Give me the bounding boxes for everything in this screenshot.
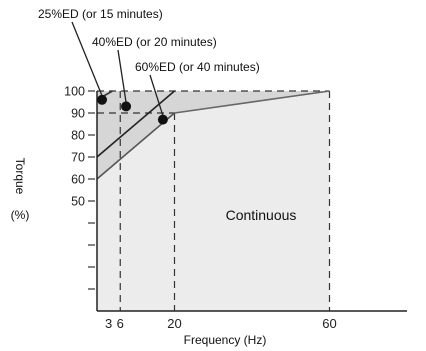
annotation-leader-0 bbox=[71, 21, 103, 97]
annotation-label-2: 60%ED (or 40 minutes) bbox=[135, 60, 260, 74]
x-tick-label-0: 3 bbox=[105, 316, 112, 331]
chart-regions bbox=[97, 91, 330, 311]
annotation-label-0: 25%ED (or 15 minutes) bbox=[38, 7, 163, 21]
chart-axes: 100 90 80 70 60 50 3 6 20 60 bbox=[64, 85, 407, 331]
series-line-1 bbox=[96, 90, 176, 158]
chart-annotations: 25%ED (or 15 minutes) 40%ED (or 20 minute… bbox=[38, 7, 260, 116]
y-tick-label-0: 100 bbox=[64, 85, 85, 99]
x-axis-label: Frequency (Hz) bbox=[184, 333, 267, 347]
chart-markers bbox=[97, 94, 168, 125]
y-axis-label: Torque bbox=[13, 158, 27, 195]
data-point-marker-2 bbox=[157, 114, 168, 125]
data-point-marker-1 bbox=[121, 101, 132, 112]
data-point-marker-0 bbox=[97, 94, 108, 105]
x-tick-label-3: 60 bbox=[322, 316, 336, 331]
y-tick-label-4: 60 bbox=[71, 173, 85, 187]
y-tick-label-3: 70 bbox=[71, 151, 85, 165]
y-axis-unit: (%) bbox=[11, 208, 30, 222]
annotation-leader-2 bbox=[149, 74, 164, 116]
region-short-time bbox=[97, 91, 330, 179]
x-tick-label-2: 20 bbox=[167, 316, 181, 331]
annotation-label-1: 40%ED (or 20 minutes) bbox=[92, 35, 217, 49]
y-tick-label-5: 50 bbox=[71, 195, 85, 209]
series-line-3 bbox=[174, 90, 330, 114]
x-tick-label-1: 6 bbox=[117, 316, 124, 331]
region-continuous bbox=[97, 91, 330, 311]
annotation-leader-1 bbox=[117, 49, 127, 103]
y-tick-label-1: 90 bbox=[71, 107, 85, 121]
y-tick-label-2: 80 bbox=[71, 129, 85, 143]
region-label-continuous: Continuous bbox=[226, 207, 297, 223]
